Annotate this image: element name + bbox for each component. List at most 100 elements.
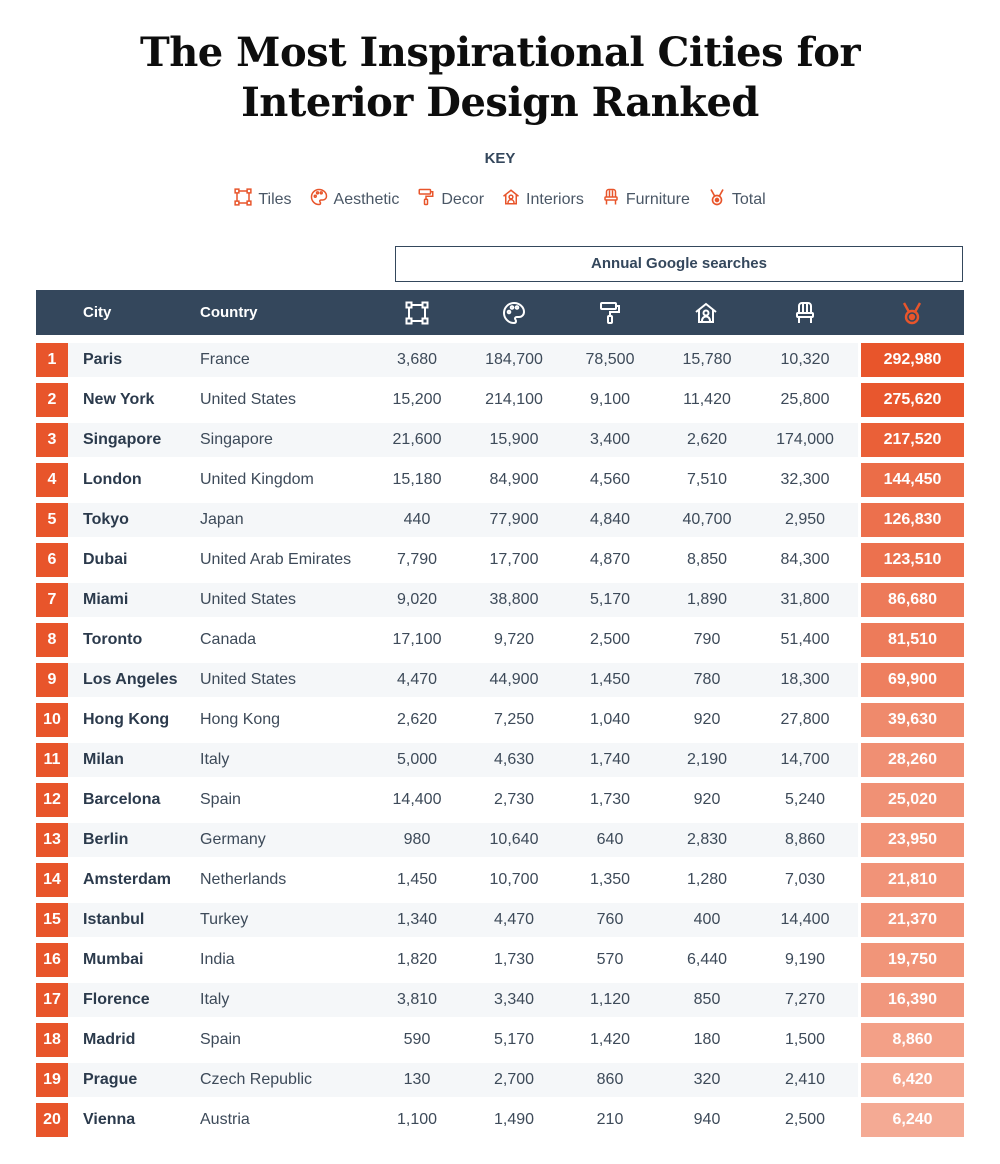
tiles-value: 15,180 [392,471,442,488]
paint-roller-icon [417,188,435,211]
tiles-value: 1,340 [396,911,438,928]
total-value: 217,520 [861,423,964,457]
tiles-value: 5,000 [396,751,438,768]
country-name: United States [200,591,297,608]
tiles-value: 2,620 [396,711,438,728]
total-value: 81,510 [861,623,964,657]
key-label: KEY [484,150,516,167]
rank-badge: 12 [36,783,68,817]
total-value: 25,020 [861,783,964,817]
furniture-value: 8,860 [784,831,826,848]
decor-value: 9,100 [589,391,631,408]
aesthetic-value: 7,250 [493,711,535,728]
interiors-value: 780 [693,671,721,688]
chart-title: The Most Inspirational Cities for Interi… [0,28,1000,128]
header-city: City [83,304,112,321]
furniture-value: 9,190 [784,951,826,968]
rank-badge: 13 [36,823,68,857]
city-name: Paris [83,351,123,368]
total-value: 123,510 [861,543,964,577]
total-value: 8,860 [861,1023,964,1057]
furniture-value: 10,320 [780,351,830,368]
table-row: 6 Dubai United Arab Emirates 7,790 17,700 4,8… [36,543,964,577]
legend-label: Interiors [526,190,584,208]
decor-value: 4,560 [589,471,631,488]
aesthetic-value: 214,100 [485,391,543,408]
country-name: Spain [200,1031,241,1048]
total-value: 21,370 [861,903,964,937]
city-name: Madrid [83,1031,136,1048]
aesthetic-value: 1,490 [493,1111,535,1128]
total-value: 16,390 [861,983,964,1017]
legend: Tiles Aesthetic Decor Interiors Furnitur… [0,188,1000,211]
tiles-value: 3,680 [396,351,438,368]
furniture-value: 51,400 [780,631,830,648]
total-value: 69,900 [861,663,964,697]
chair-icon [602,188,620,211]
decor-value: 3,400 [589,431,631,448]
tiles-value: 17,100 [392,631,442,648]
table-row: 14 Amsterdam Netherlands 1,450 10,700 1,350 1,… [36,863,964,897]
furniture-value: 27,800 [780,711,830,728]
decor-value: 1,350 [589,871,631,888]
table-row: 7 Miami United States 9,020 38,800 5,170 1,890… [36,583,964,617]
country-name: France [200,351,250,368]
decor-value: 760 [596,911,624,928]
decor-value: 210 [596,1111,624,1128]
country-name: Czech Republic [200,1071,313,1088]
interiors-value: 920 [693,711,721,728]
aesthetic-value: 2,730 [493,791,535,808]
furniture-value: 7,030 [784,871,826,888]
searches-header: Annual Google searches [395,246,963,282]
city-name: Milan [83,751,124,768]
total-value: 23,950 [861,823,964,857]
table-row: 3 Singapore Singapore 21,600 15,900 3,400 2,62… [36,423,964,457]
country-name: Spain [200,791,241,808]
legend-label: Tiles [258,190,292,208]
interiors-value: 11,420 [683,391,731,408]
decor-value: 1,040 [589,711,631,728]
table-row: 16 Mumbai India 1,820 1,730 570 6,440 9,190 19,7… [36,943,964,977]
country-name: Canada [200,631,257,648]
city-name: Dubai [83,551,128,568]
furniture-value: 2,500 [784,1111,826,1128]
tiles-value: 9,020 [396,591,438,608]
aesthetic-value: 5,170 [493,1031,535,1048]
tiles-value: 440 [403,511,431,528]
furniture-value: 2,410 [784,1071,826,1088]
aesthetic-value: 17,700 [489,551,539,568]
total-value: 21,810 [861,863,964,897]
rank-badge: 10 [36,703,68,737]
rank-badge: 2 [36,383,68,417]
rank-badge: 9 [36,663,68,697]
interiors-value: 2,830 [686,831,728,848]
table-row: 9 Los Angeles United States 4,470 44,900 1,45… [36,663,964,697]
legend-item-decor: Decor [417,188,484,211]
rank-badge: 19 [36,1063,68,1097]
tiles-icon [405,301,429,325]
country-name: Japan [200,511,244,528]
table-row: 20 Vienna Austria 1,100 1,490 210 940 2,500 6,24… [36,1103,964,1137]
row-background [68,503,858,537]
paint-roller-icon [598,301,622,325]
total-value: 275,620 [861,383,964,417]
legend-item-aesthetic: Aesthetic [310,188,399,211]
furniture-value: 14,700 [780,751,830,768]
city-name: Miami [83,591,129,608]
legend-label: Total [731,190,766,208]
row-background [68,743,858,777]
decor-value: 570 [596,951,624,968]
rank-badge: 8 [36,623,68,657]
city-name: Barcelona [83,791,161,808]
total-value: 6,420 [861,1063,964,1097]
decor-value: 1,420 [589,1031,631,1048]
rank-badge: 16 [36,943,68,977]
interiors-value: 850 [693,991,721,1008]
legend-item-tiles: Tiles [234,188,292,211]
rank-badge: 15 [36,903,68,937]
decor-value: 640 [596,831,624,848]
furniture-value: 31,800 [780,591,830,608]
row-background [68,663,858,697]
total-value: 126,830 [861,503,964,537]
interiors-value: 8,850 [686,551,728,568]
